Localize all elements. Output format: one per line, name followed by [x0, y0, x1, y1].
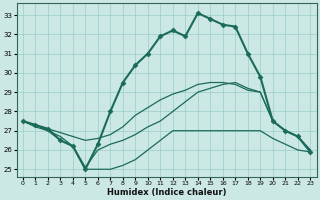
X-axis label: Humidex (Indice chaleur): Humidex (Indice chaleur)	[107, 188, 226, 197]
